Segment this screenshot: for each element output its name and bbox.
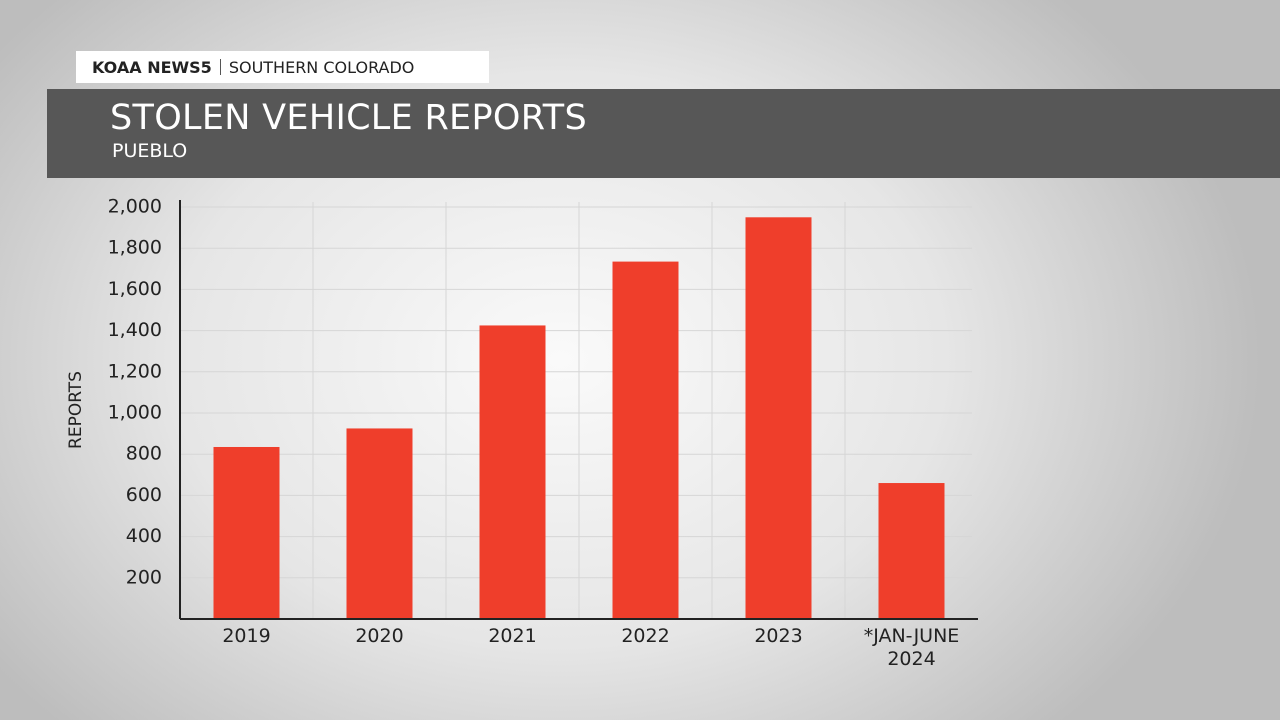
chart-subtitle: PUEBLO bbox=[112, 140, 188, 162]
chart-title: STOLEN VEHICLE REPORTS bbox=[110, 98, 587, 138]
y-tick-label: 2,000 bbox=[108, 196, 162, 218]
x-tick-label: 2022 bbox=[621, 625, 670, 647]
y-tick-label: 1,000 bbox=[108, 402, 162, 424]
y-tick-label: 1,400 bbox=[108, 319, 162, 341]
bar bbox=[612, 261, 679, 619]
y-tick-label: 400 bbox=[126, 525, 162, 547]
y-tick-label: 800 bbox=[126, 443, 162, 465]
y-tick-label: 600 bbox=[126, 484, 162, 506]
region: SOUTHERN COLORADO bbox=[228, 57, 415, 77]
x-tick-label: 2021 bbox=[488, 625, 537, 647]
brand: KOAA NEWS5 bbox=[92, 57, 212, 77]
x-tick-label: 2020 bbox=[355, 625, 404, 647]
bar bbox=[878, 483, 945, 619]
title-bar bbox=[47, 89, 1280, 178]
y-tick-label: 1,200 bbox=[108, 360, 162, 382]
y-tick-label: 200 bbox=[126, 566, 162, 588]
y-tick-label: 1,600 bbox=[108, 278, 162, 300]
y-axis-label: REPORTS bbox=[66, 371, 86, 449]
bar bbox=[346, 428, 413, 619]
x-tick-label: 2019 bbox=[222, 625, 271, 647]
x-tick-label: *JAN-JUNE 2024 bbox=[863, 625, 960, 670]
bar bbox=[479, 325, 546, 619]
separator bbox=[219, 59, 221, 75]
y-tick-label: 1,800 bbox=[108, 237, 162, 259]
bar bbox=[213, 446, 280, 619]
station-tab: KOAA NEWS5 SOUTHERN COLORADO bbox=[76, 51, 489, 83]
bar bbox=[745, 217, 812, 620]
x-tick-label: 2023 bbox=[754, 625, 803, 647]
